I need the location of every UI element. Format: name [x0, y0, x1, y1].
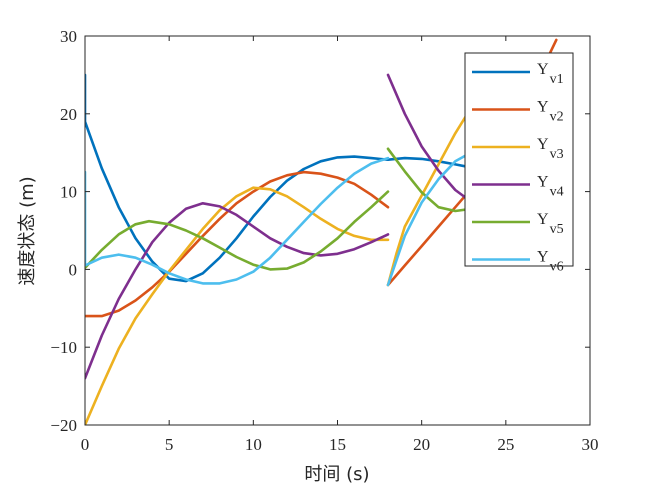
series-line-v2-segment-1: [85, 170, 390, 318]
y-axis: −20 −10 0 10 20 30: [50, 27, 590, 435]
legend-label-v5: Yv5: [537, 211, 564, 237]
legend-label-v1: Yv1: [537, 61, 564, 87]
legend-box: [464, 52, 574, 267]
x-axis-label: 时间 (s): [304, 464, 369, 485]
x-tick-label: 0: [81, 435, 90, 454]
series-line-v6-segment-1: [85, 156, 390, 285]
x-tick-label: 30: [582, 435, 599, 454]
legend-label-v6: Yv6: [537, 249, 564, 275]
series-line-v3-segment-1: [85, 186, 390, 425]
watermark: CSDN @2301_77171471: [466, 460, 636, 477]
legend-label-v4: Yv4: [537, 174, 564, 200]
series-layer: [85, 38, 558, 425]
y-tick-label: 0: [69, 260, 78, 279]
x-tick-label: 15: [329, 435, 346, 454]
y-tick-label: 20: [60, 105, 77, 124]
y-axis-label: 速度状态 (m): [17, 176, 38, 285]
y-tick-label: 10: [60, 183, 77, 202]
series-line-v4-segment-1: [85, 202, 390, 380]
x-tick-label: 20: [413, 435, 430, 454]
y-tick-label: −20: [50, 416, 77, 435]
x-tick-label: 25: [497, 435, 514, 454]
x-tick-label: 5: [165, 435, 174, 454]
y-tick-label: −10: [50, 338, 77, 357]
x-axis: 0 5 10 15 20 25 30: [81, 36, 599, 454]
series-line-v5-segment-1: [85, 190, 390, 271]
series-line-v1-segment-1: [85, 73, 390, 283]
legend-label-v2: Yv2: [537, 99, 564, 125]
y-tick-label: 30: [60, 27, 77, 46]
legend-label-v3: Yv3: [537, 136, 564, 162]
x-tick-label: 10: [245, 435, 262, 454]
legend: Yv1 Yv2 Yv3 Yv4 Yv5 Yv6: [464, 52, 574, 275]
